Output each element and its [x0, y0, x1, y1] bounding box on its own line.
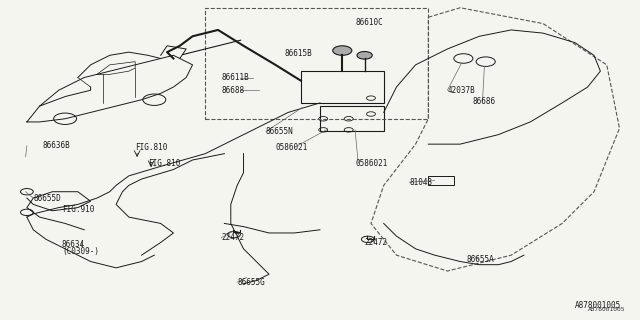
Text: 86636B: 86636B: [43, 141, 70, 150]
Text: 86686: 86686: [473, 97, 496, 106]
Text: 86655D: 86655D: [33, 194, 61, 203]
Text: 86610C: 86610C: [355, 18, 383, 27]
Text: 0586021: 0586021: [275, 143, 308, 152]
Text: 86655A: 86655A: [467, 255, 494, 264]
Circle shape: [333, 46, 352, 55]
Text: 86655G: 86655G: [237, 278, 265, 287]
Text: FIG.810: FIG.810: [135, 143, 168, 152]
Text: 42037B: 42037B: [447, 86, 475, 95]
Text: (C0309-): (C0309-): [62, 247, 99, 257]
Text: 86688: 86688: [221, 86, 244, 95]
Text: FIG.910: FIG.910: [62, 205, 94, 214]
Bar: [428, 176, 454, 185]
Text: 86615B: 86615B: [285, 49, 313, 58]
Text: 86655N: 86655N: [266, 127, 294, 136]
Text: A878001005: A878001005: [575, 301, 621, 310]
Bar: [301, 71, 384, 103]
Text: A878001005: A878001005: [588, 307, 626, 312]
Text: 22472: 22472: [365, 238, 388, 247]
Text: FIG.810: FIG.810: [148, 159, 180, 168]
Text: 81043: 81043: [409, 178, 433, 187]
Bar: [320, 106, 384, 132]
Text: 0586021: 0586021: [355, 159, 387, 168]
Text: 22472: 22472: [221, 233, 244, 242]
Text: 86634: 86634: [62, 240, 85, 249]
Text: 86611B: 86611B: [221, 73, 249, 82]
Circle shape: [357, 52, 372, 59]
